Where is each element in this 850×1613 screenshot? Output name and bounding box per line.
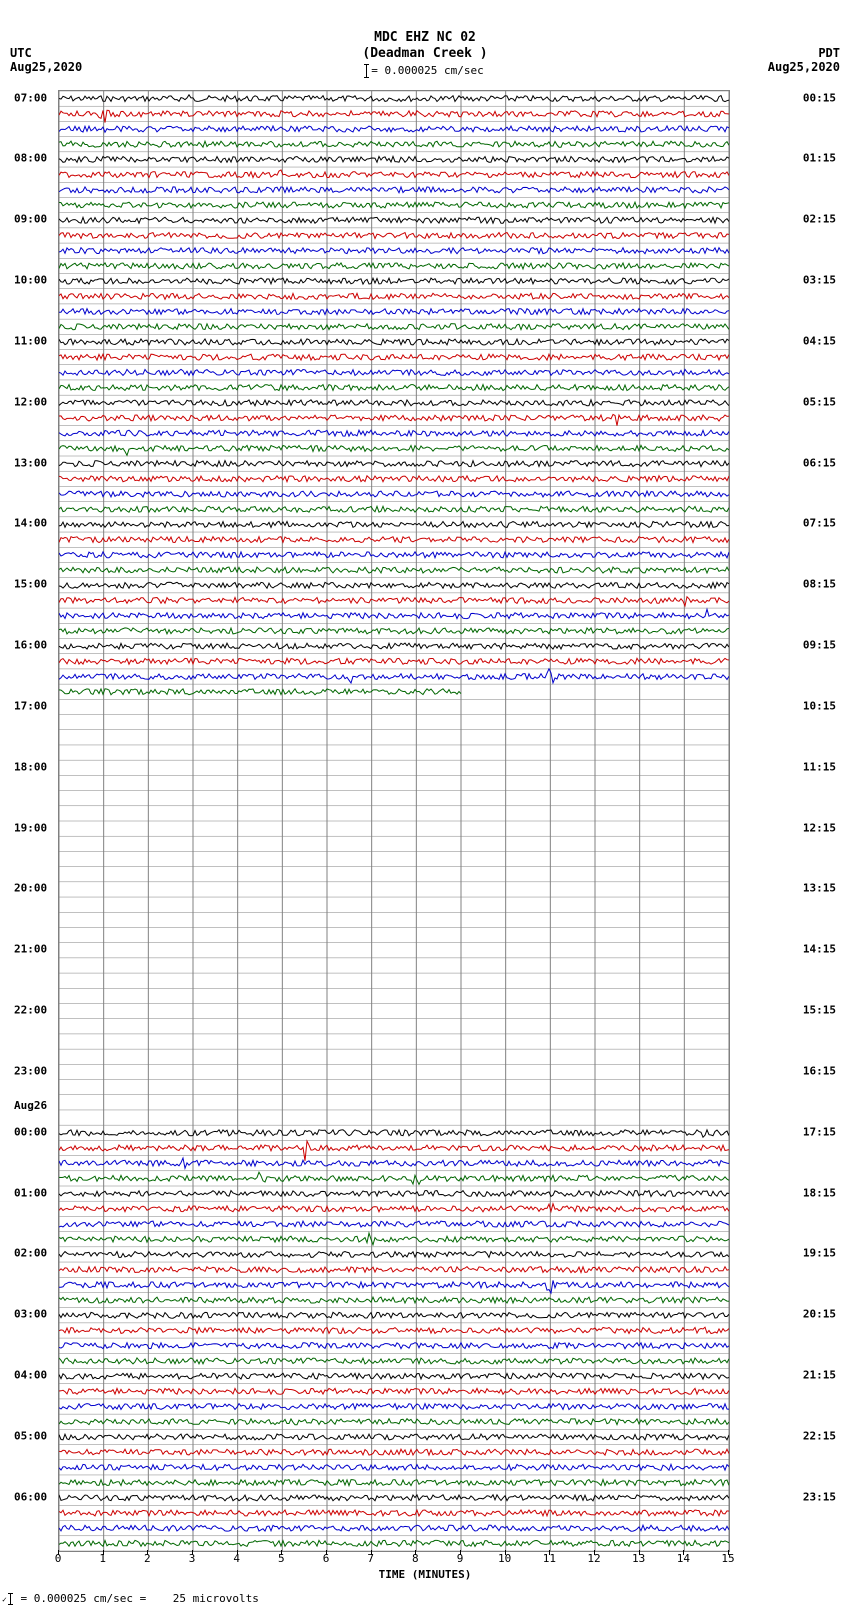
utc-time-label: 17:00 [14, 699, 47, 712]
seismogram-container: MDC EHZ NC 02 (Deadman Creek ) = 0.00002… [0, 0, 850, 1613]
scale-indicator: = 0.000025 cm/sec [0, 64, 850, 78]
utc-time-label: 16:00 [14, 639, 47, 652]
date-marker: Aug26 [14, 1099, 47, 1112]
utc-time-label: 14:00 [14, 517, 47, 530]
utc-time-label: 08:00 [14, 152, 47, 165]
pdt-time-label: 14:15 [803, 943, 836, 956]
utc-time-label: 01:00 [14, 1186, 47, 1199]
utc-time-label: 07:00 [14, 91, 47, 104]
pdt-time-label: 20:15 [803, 1308, 836, 1321]
pdt-time-label: 15:15 [803, 1004, 836, 1017]
utc-time-label: 19:00 [14, 821, 47, 834]
tz-right: PDT [818, 46, 840, 60]
pdt-time-label: 04:15 [803, 334, 836, 347]
utc-time-label: 15:00 [14, 578, 47, 591]
utc-time-label: 20:00 [14, 882, 47, 895]
plot-area [58, 90, 730, 1552]
date-left: Aug25,2020 [10, 60, 82, 74]
pdt-time-label: 06:15 [803, 456, 836, 469]
pdt-time-label: 23:15 [803, 1490, 836, 1503]
utc-time-label: 04:00 [14, 1369, 47, 1382]
tz-left: UTC [10, 46, 32, 60]
utc-time-label: 06:00 [14, 1490, 47, 1503]
pdt-time-label: 17:15 [803, 1125, 836, 1138]
pdt-time-label: 05:15 [803, 395, 836, 408]
utc-time-label: 03:00 [14, 1308, 47, 1321]
station-title: MDC EHZ NC 02 [0, 30, 850, 45]
pdt-time-label: 19:15 [803, 1247, 836, 1260]
utc-time-label: 00:00 [14, 1125, 47, 1138]
pdt-time-label: 00:15 [803, 91, 836, 104]
date-right: Aug25,2020 [768, 60, 840, 74]
pdt-time-label: 01:15 [803, 152, 836, 165]
pdt-time-label: 21:15 [803, 1369, 836, 1382]
pdt-time-label: 09:15 [803, 639, 836, 652]
pdt-time-label: 10:15 [803, 699, 836, 712]
utc-time-label: 22:00 [14, 1004, 47, 1017]
pdt-time-label: 22:15 [803, 1429, 836, 1442]
scale-text: = 0.000025 cm/sec [371, 64, 484, 77]
utc-time-label: 10:00 [14, 274, 47, 287]
utc-time-label: 18:00 [14, 760, 47, 773]
x-axis-label: TIME (MINUTES) [0, 1568, 850, 1581]
pdt-time-label: 08:15 [803, 578, 836, 591]
pdt-time-label: 13:15 [803, 882, 836, 895]
utc-time-label: 13:00 [14, 456, 47, 469]
footer-scale: ✓ = 0.000025 cm/sec = 25 microvolts [2, 1592, 259, 1605]
pdt-time-label: 03:15 [803, 274, 836, 287]
pdt-time-label: 18:15 [803, 1186, 836, 1199]
pdt-time-label: 02:15 [803, 213, 836, 226]
station-name: (Deadman Creek ) [0, 46, 850, 61]
utc-time-label: 09:00 [14, 213, 47, 226]
utc-time-label: 23:00 [14, 1064, 47, 1077]
pdt-time-label: 07:15 [803, 517, 836, 530]
pdt-time-label: 12:15 [803, 821, 836, 834]
utc-time-label: 12:00 [14, 395, 47, 408]
pdt-time-label: 16:15 [803, 1064, 836, 1077]
utc-time-label: 02:00 [14, 1247, 47, 1260]
seismogram-svg [59, 91, 729, 1551]
utc-time-label: 11:00 [14, 334, 47, 347]
utc-time-label: 21:00 [14, 943, 47, 956]
pdt-time-label: 11:15 [803, 760, 836, 773]
utc-time-label: 05:00 [14, 1429, 47, 1442]
